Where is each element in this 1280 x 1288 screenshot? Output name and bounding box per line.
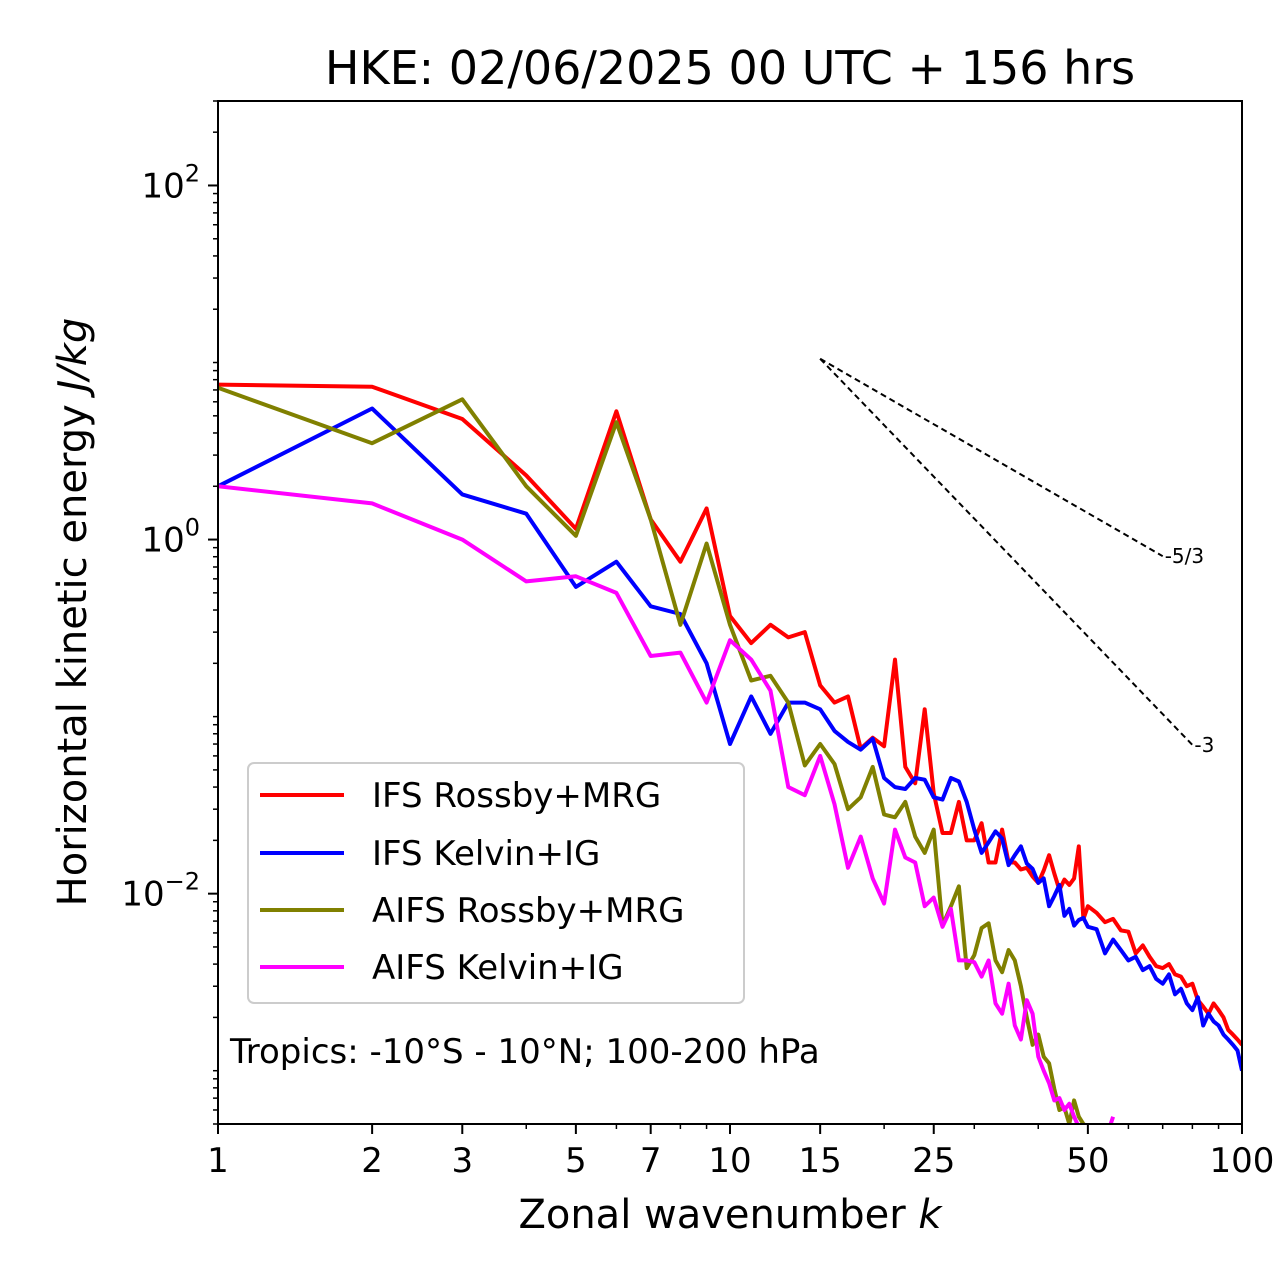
x-tick-label: 5	[565, 1141, 587, 1181]
plot-area: 1 2 3 5 7 10 15 25 50 100 10−2 100 102	[121, 100, 1274, 1181]
series-line-ifs-rossby-mrg	[218, 382, 1242, 1047]
legend-label-ifs-rossby: IFS Rossby+MRG	[372, 776, 661, 816]
x-tick-label: 2	[361, 1141, 383, 1181]
slope-label-5-3: -5/3	[1165, 544, 1204, 568]
legend: IFS Rossby+MRG IFS Kelvin+IG AIFS Rossby…	[247, 762, 745, 1004]
x-tick-label: 15	[799, 1141, 842, 1181]
y-axis: 10−2 100 102	[121, 100, 218, 1125]
chart-title: HKE: 02/06/2025 00 UTC + 156 hrs	[325, 41, 1135, 95]
x-axis-label: Zonal wavenumber k	[518, 1192, 943, 1238]
series-lines	[218, 382, 1242, 1124]
legend-box	[247, 762, 745, 1004]
slope-line-5-3	[819, 357, 1164, 558]
series-line-aifs-kelvin-ig	[218, 484, 1115, 1124]
slope-label-3: -3	[1194, 733, 1214, 757]
y-tick-label: 10−2	[121, 868, 200, 915]
x-tick-label: 100	[1210, 1141, 1275, 1181]
x-axis: 1 2 3 5 7 10 15 25 50 100	[207, 1124, 1274, 1181]
region-annotation: Tropics: -10°S - 10°N; 100-200 hPa	[229, 1032, 820, 1072]
slope-line-3	[819, 358, 1194, 746]
y-axis-label: Horizontal kinetic energy J/kg	[50, 318, 96, 907]
x-tick-label: 1	[207, 1141, 229, 1181]
x-tick-label: 50	[1066, 1141, 1109, 1181]
y-tick-label: 100	[141, 514, 200, 561]
reference-slopes	[819, 357, 1194, 746]
legend-label-ifs-kelvin: IFS Kelvin+IG	[372, 834, 600, 874]
series-line-ifs-kelvin-ig	[218, 406, 1242, 1072]
series-line-aifs-rossby-mrg	[218, 385, 1087, 1124]
x-tick-label: 7	[640, 1141, 662, 1181]
x-tick-label: 3	[451, 1141, 473, 1181]
y-tick-label: 102	[141, 159, 200, 206]
legend-label-aifs-rossby: AIFS Rossby+MRG	[372, 891, 684, 931]
x-tick-label: 25	[912, 1141, 955, 1181]
x-tick-label: 10	[708, 1141, 751, 1181]
legend-label-aifs-kelvin: AIFS Kelvin+IG	[372, 948, 624, 988]
